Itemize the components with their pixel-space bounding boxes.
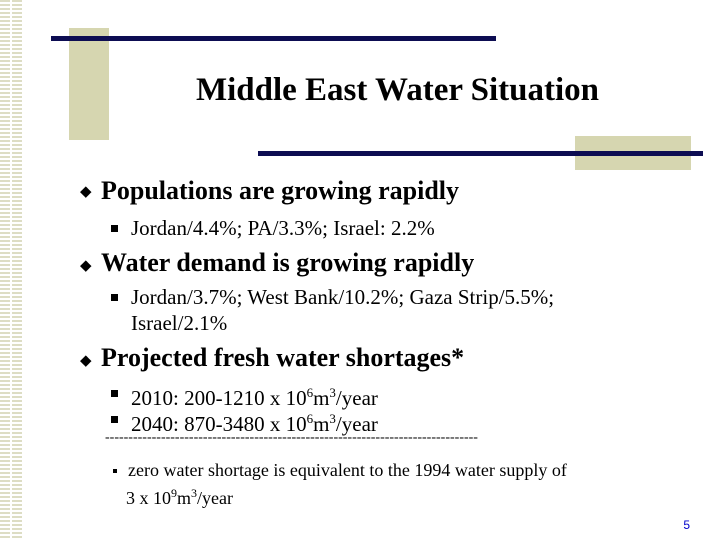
square-bullet-icon xyxy=(111,294,118,301)
bullet-projected-shortages: Projected fresh water shortages* xyxy=(101,343,465,372)
footnote-line1: zero water shortage is equivalent to the… xyxy=(128,460,567,480)
decorative-tan-block-left xyxy=(69,28,109,140)
sub-bullet-demand-rates-line2: Israel/2.1% xyxy=(131,311,228,335)
decorative-rule-top xyxy=(51,36,496,41)
diamond-bullet-icon: ◆ xyxy=(80,353,92,369)
sub-bullet-population-rates: Jordan/4.4%; PA/3.3%; Israel: 2.2% xyxy=(131,216,435,240)
diamond-bullet-icon: ◆ xyxy=(80,258,92,274)
decorative-stripe-strip xyxy=(0,0,22,540)
square-bullet-icon xyxy=(111,225,118,232)
sub-bullet-demand-rates-line1: Jordan/3.7%; West Bank/10.2%; Gaza Strip… xyxy=(131,285,555,309)
diamond-bullet-icon: ◆ xyxy=(80,184,92,200)
sub-bullet-shortage-2010: 2010: 200-1210 x 106m3/year xyxy=(131,385,378,410)
sub-bullet-shortage-2040: 2040: 870-3480 x 106m3/year xyxy=(131,411,378,436)
slide-title: Middle East Water Situation xyxy=(195,72,600,108)
decorative-rule-bottom xyxy=(258,151,703,156)
bullet-populations: Populations are growing rapidly xyxy=(101,176,460,205)
footnote-line2: 3 x 109m3/year xyxy=(126,486,233,508)
bullet-water-demand: Water demand is growing rapidly xyxy=(101,248,475,277)
square-bullet-icon xyxy=(111,390,118,397)
page-number: 5 xyxy=(683,518,690,532)
footnote-bullet-icon xyxy=(113,469,117,473)
footnote-separator: ----------------------------------------… xyxy=(105,430,478,445)
square-bullet-icon xyxy=(111,416,118,423)
